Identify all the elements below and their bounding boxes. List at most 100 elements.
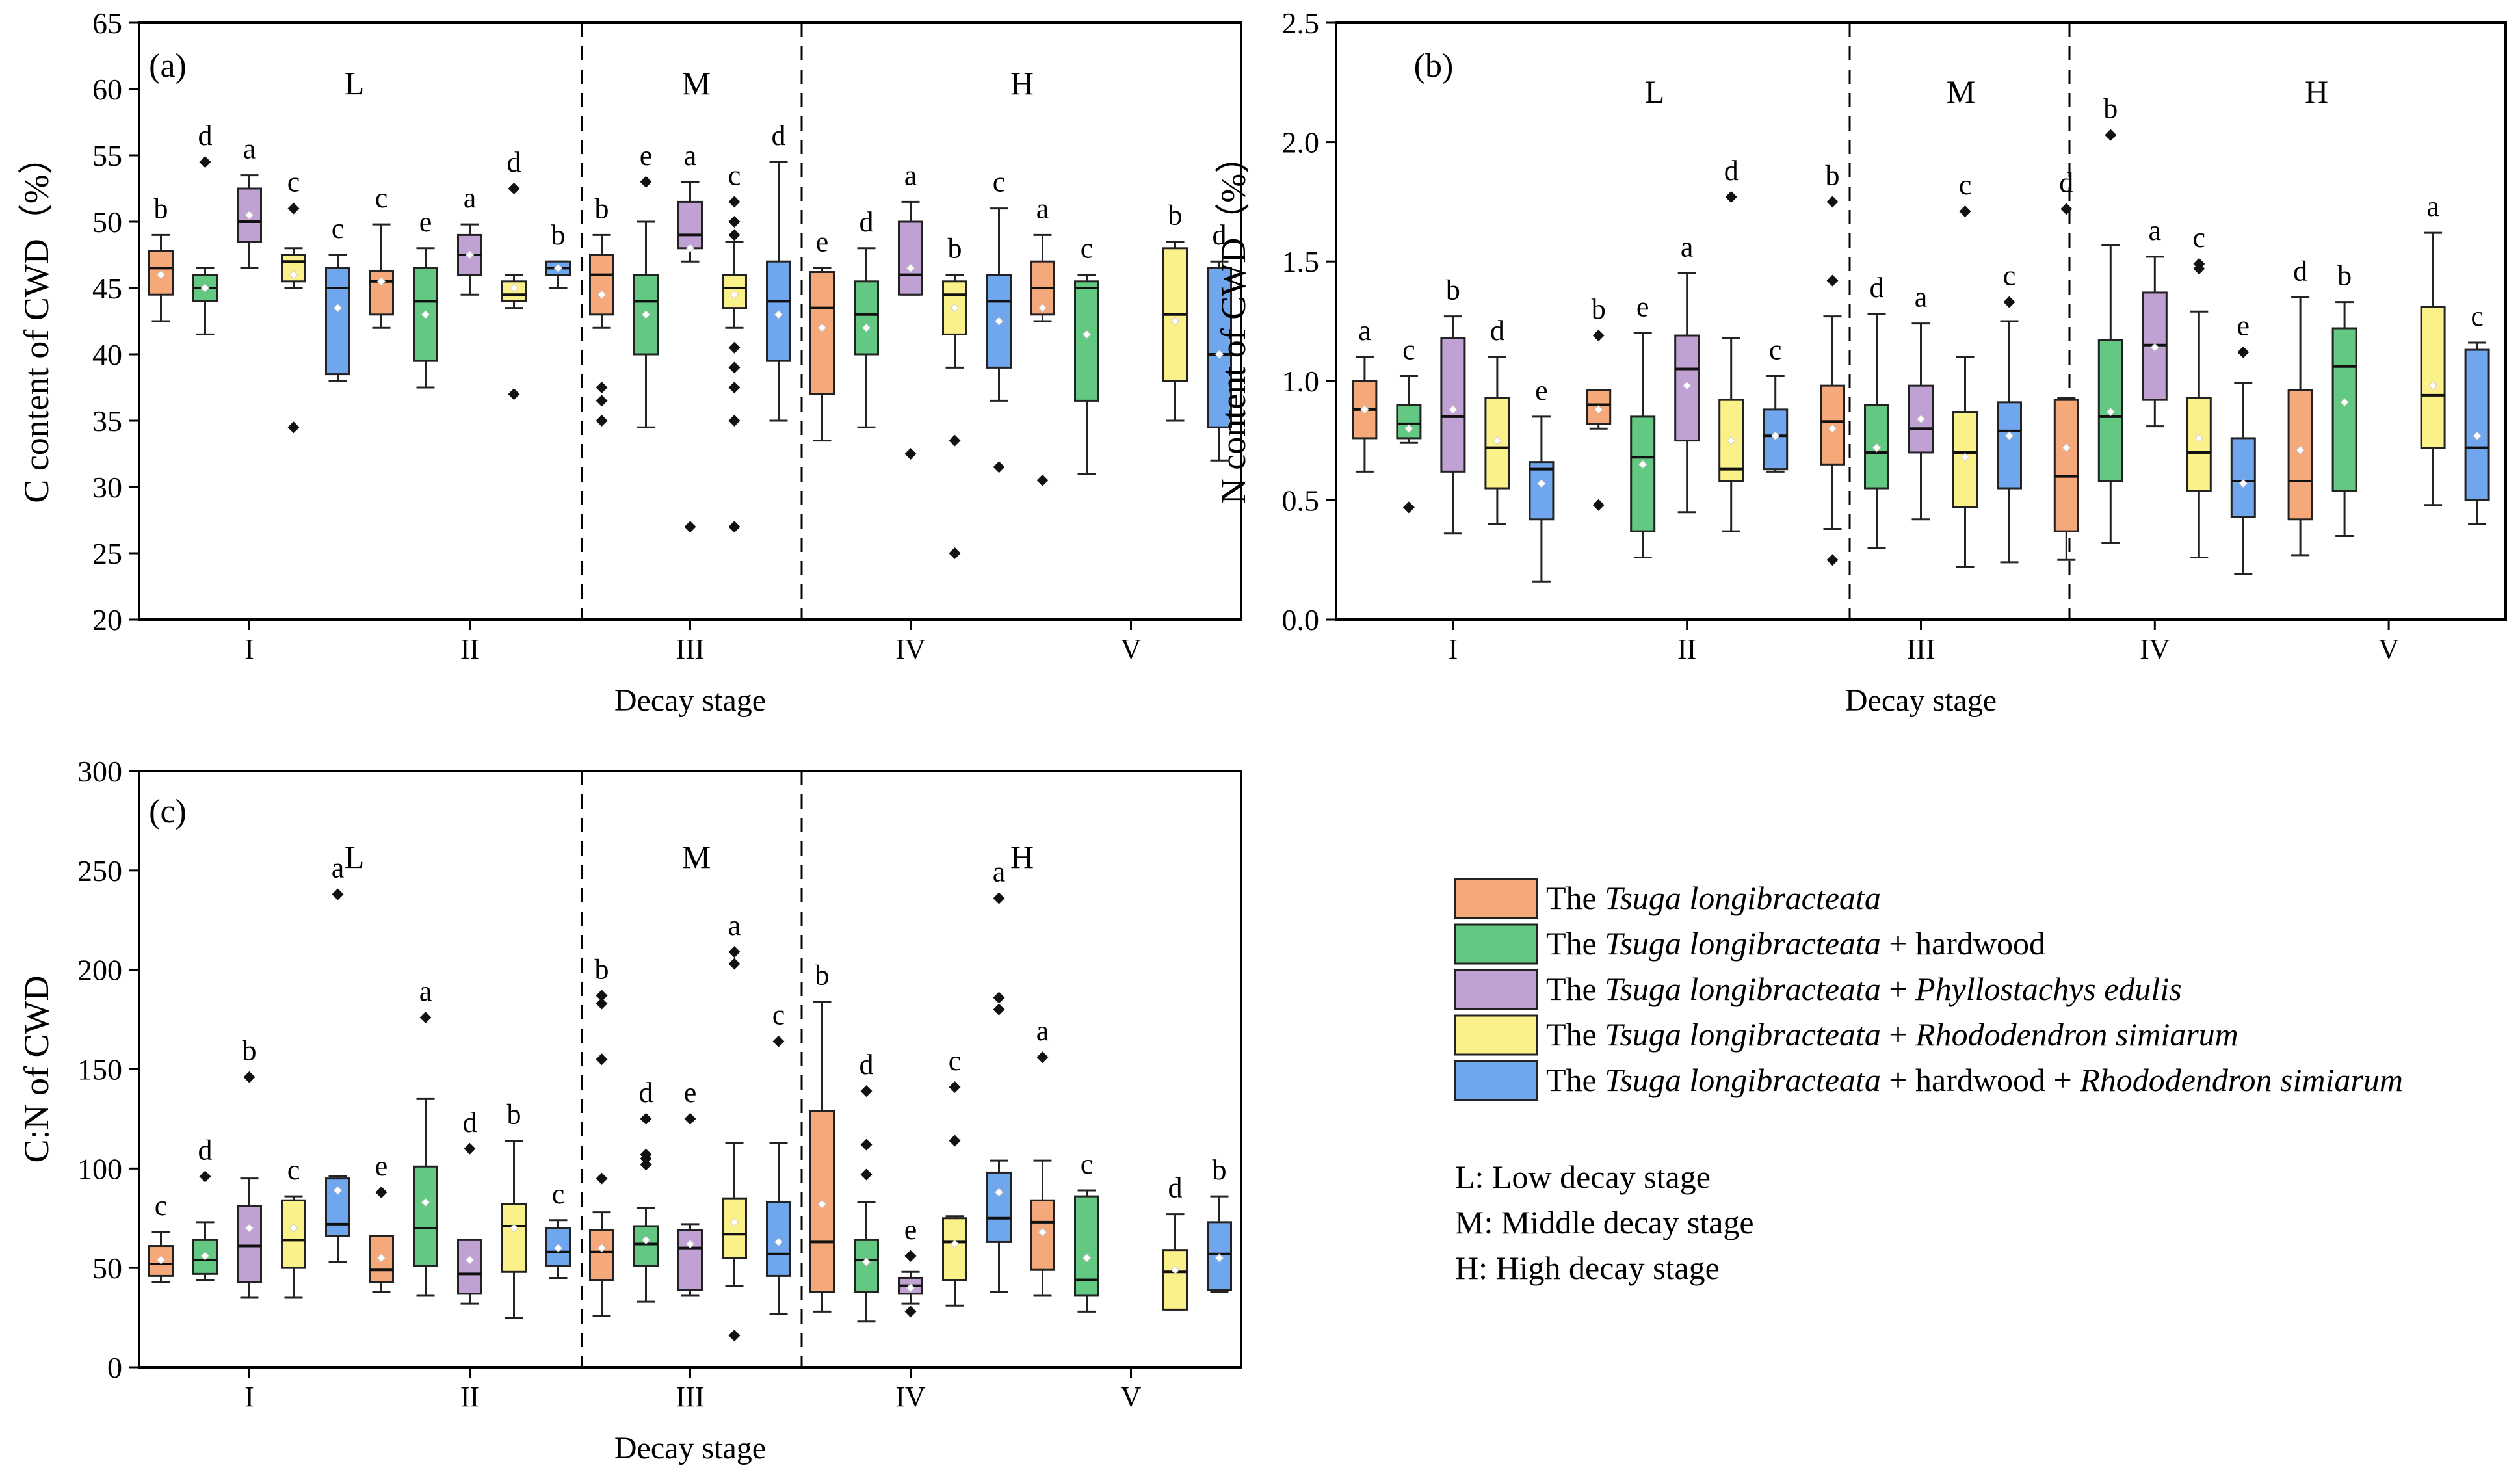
box-plot: d	[192, 1135, 218, 1281]
box-mean-marker	[289, 270, 298, 280]
box-iqr	[1864, 404, 1889, 490]
legend-label-part: Tsuga longibracteata	[1605, 880, 1881, 916]
legend-label-prefix: The	[1546, 925, 1605, 962]
x-tick-label: IV	[2140, 633, 2170, 665]
box-mean-marker	[1770, 431, 1780, 440]
significance-letter: d	[1870, 272, 1884, 304]
region-label: M	[682, 839, 711, 875]
significance-letter: d	[860, 206, 874, 238]
x-tick-label: I	[1449, 633, 1458, 665]
box-iqr	[325, 267, 350, 376]
box-plot: c	[1074, 1148, 1099, 1313]
box-mean-marker	[2150, 343, 2160, 352]
significance-letter: a	[419, 975, 432, 1007]
y-tick-label: 60	[92, 73, 122, 106]
box-mean-marker	[2238, 479, 2248, 488]
box-mean-marker	[950, 303, 960, 313]
legend-label: The Tsuga longibracteata + hardwood	[1546, 925, 2045, 962]
significance-letter: e	[1535, 374, 1548, 406]
box-plot: b	[809, 960, 835, 1313]
box-mean-marker	[2428, 381, 2437, 390]
significance-letter: c	[772, 999, 785, 1031]
outlier-point	[596, 990, 608, 1002]
outlier-point	[993, 461, 1005, 473]
region-label: L	[345, 839, 365, 875]
legend-label-part: Tsuga longibracteata	[1605, 971, 1881, 1007]
outlier-point	[596, 1172, 608, 1185]
y-tick-label: 0.0	[1282, 603, 1320, 637]
box-mean-marker	[1449, 405, 1458, 414]
box-plot: d	[1484, 315, 1510, 525]
significance-letter: a	[1915, 282, 1928, 313]
box-mean-marker	[1682, 381, 1692, 390]
outlier-point	[1826, 554, 1839, 566]
box-mean-marker	[2340, 398, 2349, 407]
legend-item: The Tsuga longibracteata + Phyllostachys…	[1454, 969, 2182, 1010]
box-plot: e	[898, 1214, 923, 1318]
significance-letter: b	[2103, 93, 2118, 125]
x-tick-label: I	[244, 633, 254, 665]
significance-letter: d	[198, 120, 213, 151]
significance-letter: b	[507, 1099, 521, 1131]
box-mean-marker	[641, 1235, 651, 1245]
plot-frame	[1335, 21, 2507, 621]
box-plot: e	[1630, 291, 1656, 559]
box-mean-marker	[1082, 1253, 1092, 1263]
x-tick-label: III	[676, 633, 705, 665]
outlier-point	[332, 888, 344, 900]
box-mean-marker	[156, 270, 166, 280]
box-mean-marker	[465, 250, 475, 259]
box-plot: c	[942, 1045, 967, 1307]
box-plot: e	[677, 1077, 703, 1297]
box-iqr	[2464, 348, 2490, 501]
y-tick-label: 35	[92, 404, 122, 438]
panel-label: (b)	[1414, 47, 1454, 85]
significance-letter: b	[1446, 274, 1460, 306]
box-mean-marker	[950, 1239, 960, 1249]
significance-letter: c	[552, 1178, 565, 1210]
box-plot: a	[457, 182, 482, 296]
legend-swatch	[1454, 923, 1538, 965]
outlier-point	[596, 395, 608, 407]
outlier-point	[640, 1159, 652, 1171]
legend-label-prefix: The	[1546, 1016, 1605, 1053]
box-iqr	[1162, 1249, 1188, 1311]
y-axis-title: N content of CWD（%）	[1214, 138, 1253, 504]
legend-label-part: Tsuga longibracteata	[1605, 925, 1881, 962]
legend-swatch	[1454, 878, 1538, 919]
y-tick-label: 55	[92, 139, 122, 172]
significance-letter: b	[595, 953, 609, 985]
box-plot: a	[2142, 215, 2168, 428]
box-mean-marker	[1960, 453, 1970, 462]
significance-letter: b	[948, 233, 962, 265]
box-iqr	[589, 254, 614, 316]
y-tick-label: 1.0	[1282, 365, 1320, 398]
significance-letter: c	[332, 213, 345, 244]
legend-label: The Tsuga longibracteata + Phyllostachys…	[1546, 971, 2182, 1007]
legend-swatch	[1454, 969, 1538, 1010]
outlier-point	[2003, 296, 2015, 308]
y-axis-title: C:N of CWD	[17, 976, 56, 1163]
box-mean-marker	[421, 1198, 430, 1207]
box-plot: d	[192, 120, 218, 335]
box-plot: c	[1074, 233, 1099, 475]
box-mean-marker	[641, 310, 651, 319]
significance-letter: b	[243, 1035, 257, 1067]
box-iqr	[1440, 337, 1466, 473]
y-tick-label: 250	[77, 854, 122, 887]
box-plot: a	[1908, 282, 1934, 521]
box-plot: b	[1162, 200, 1188, 422]
x-tick-label: II	[460, 1381, 479, 1413]
box-iqr	[1396, 404, 1422, 440]
x-tick-label: II	[460, 633, 479, 665]
x-tick-label: V	[1121, 633, 1142, 665]
significance-letter: d	[507, 146, 521, 178]
significance-letter: d	[2059, 166, 2073, 198]
box-plot: c	[281, 1154, 306, 1299]
outlier-point	[728, 415, 741, 427]
significance-letter: a	[904, 159, 917, 191]
legend-label-part: Tsuga longibracteata	[1605, 1016, 1881, 1053]
